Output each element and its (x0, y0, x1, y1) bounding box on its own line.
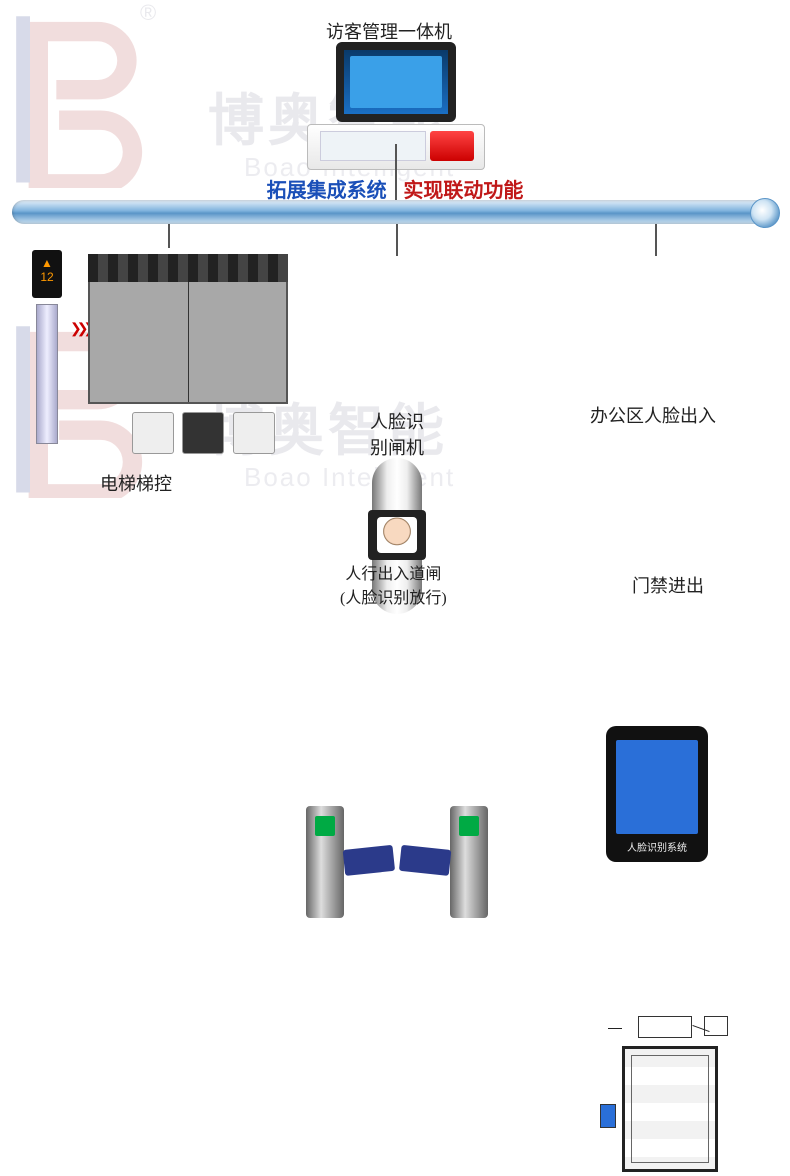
door-pc-icon (704, 1016, 728, 1036)
pedestrian-turnstile (306, 806, 488, 918)
door-frame (622, 1046, 718, 1172)
card-reader-icon (600, 1104, 616, 1128)
turnstile-arm-right (399, 845, 451, 876)
elevator-keypads (130, 412, 280, 466)
keypad-3 (233, 412, 275, 454)
keypad-2 (182, 412, 224, 454)
arrow-up-icon (315, 816, 335, 836)
drop-facegate (396, 224, 398, 256)
elevator-button-panel (36, 304, 58, 444)
arrow-up-icon (459, 816, 479, 836)
visitor-kiosk-label: 访客管理一体机 (326, 18, 452, 44)
turnstile-post-left (306, 806, 344, 918)
drop-office (655, 224, 657, 256)
face-gate-label: 人脸识别闸机 (370, 408, 424, 460)
door-access-label: 门禁进出 (632, 572, 704, 598)
kiosk-screen (336, 42, 456, 122)
elevator-control: ▲12 ❯❯❯❯ (28, 248, 296, 448)
elevator-label: 电梯梯控 (100, 470, 172, 496)
door-server-icon (638, 1016, 692, 1038)
watermark-reg-1: ® (140, 0, 156, 26)
turnstile-arm-left (343, 845, 395, 876)
system-bus (12, 200, 778, 224)
face-gate-screen (368, 510, 426, 560)
turnstile-label: 人行出入道闸(人脸识别放行) (340, 560, 447, 608)
wire-1 (608, 1028, 622, 1029)
elevator-floor-display: ▲12 (32, 250, 62, 298)
office-face-tablet: 人脸识别系统 (606, 726, 708, 862)
drop-top (395, 144, 397, 200)
door-access (600, 1046, 722, 1176)
tablet-caption: 人脸识别系统 (606, 839, 708, 854)
headline-right: 实现联动功能 (403, 180, 523, 202)
watermark-logo-1 (14, 8, 154, 193)
office-face-label: 办公区人脸出入 (590, 402, 716, 428)
drop-elevator (168, 224, 170, 248)
elevator-ceiling (88, 254, 288, 282)
tablet-screen (616, 740, 698, 834)
headline-left: 拓展集成系统 (267, 180, 387, 202)
keypad-1 (132, 412, 174, 454)
turnstile-post-right (450, 806, 488, 918)
visitor-kiosk (336, 42, 485, 170)
